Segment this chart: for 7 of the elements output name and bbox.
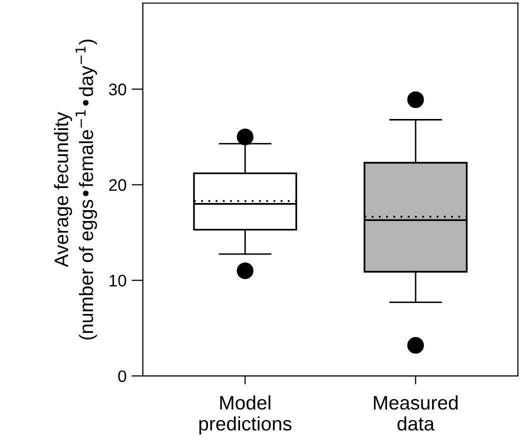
y-tick-label: 20 <box>109 179 126 191</box>
y-tick-label: 0 <box>118 370 126 382</box>
x-tick-label: Model predictions <box>199 395 292 434</box>
x-tick-label: Measured data <box>374 395 458 431</box>
y-tick-label: 10 <box>110 274 126 287</box>
y-tick-label: 30 <box>108 84 126 96</box>
y-axis-title: Average fecundity (number of eggs•female$^{−1}$•day$^{−1}$) <box>54 40 98 340</box>
